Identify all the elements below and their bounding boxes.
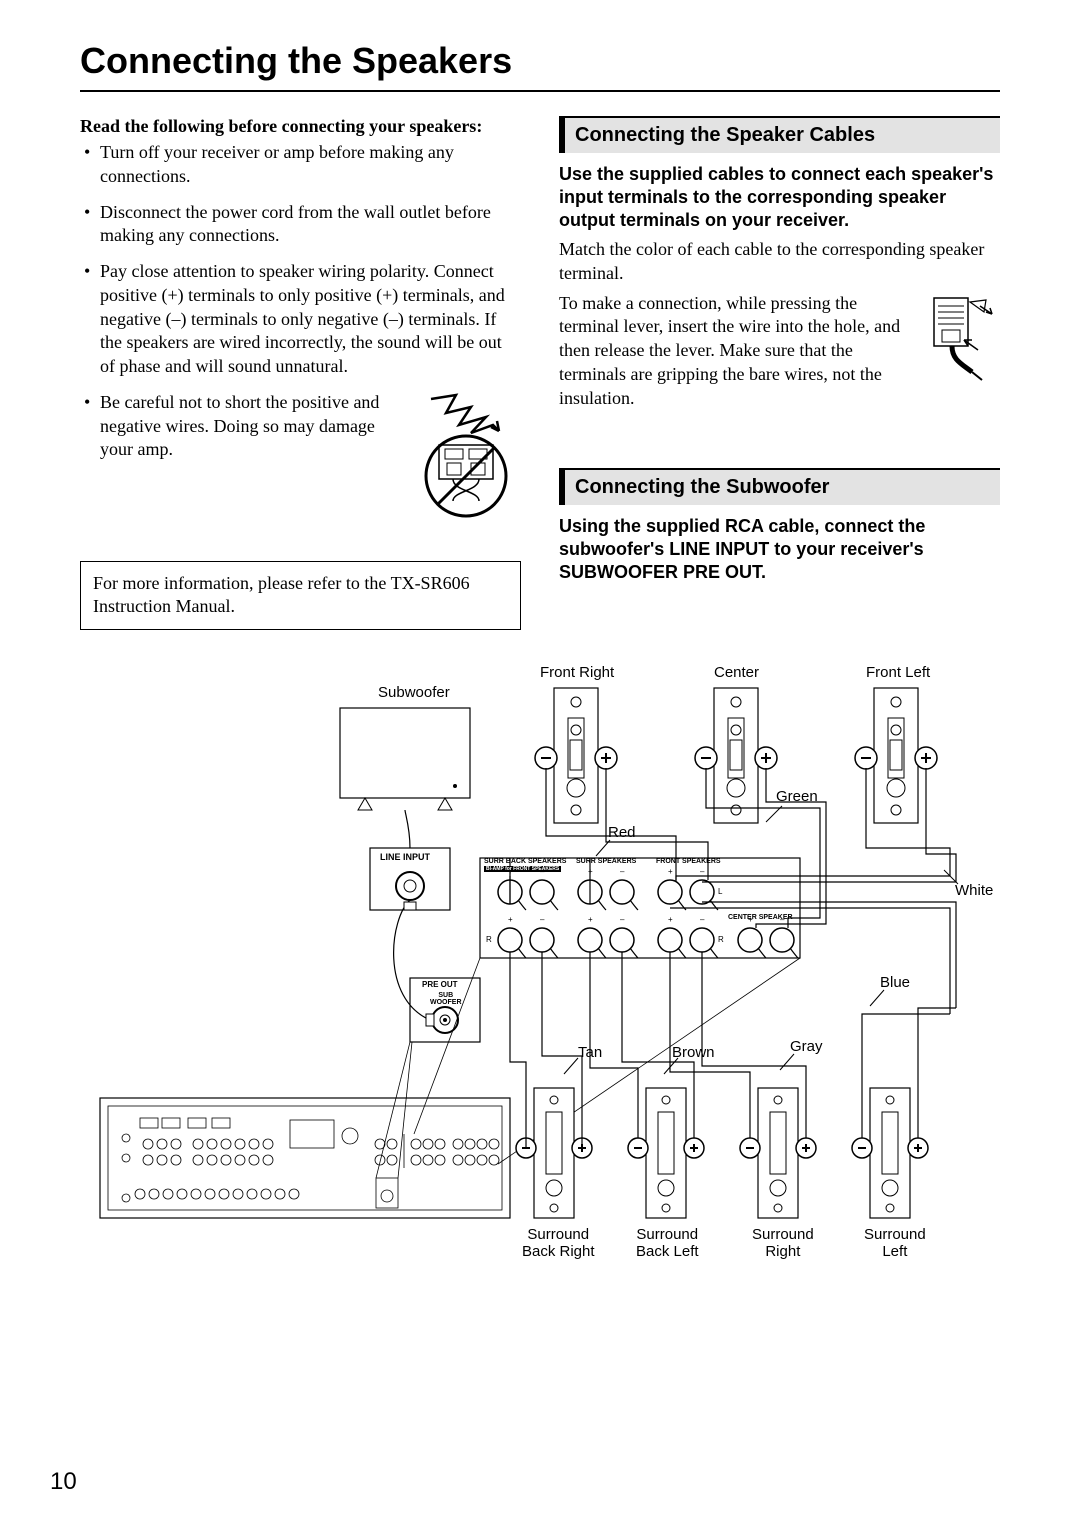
label-blue: Blue — [880, 974, 910, 991]
label-center: Center — [714, 664, 759, 681]
label-pre-out: PRE OUT — [422, 980, 458, 989]
svg-text:+: + — [668, 867, 673, 876]
bullet-text: Be careful not to short the positive and… — [100, 391, 403, 462]
terminal-lever-icon — [928, 292, 1000, 382]
left-column: Read the following before connecting you… — [80, 116, 521, 630]
label-white: White — [955, 882, 993, 899]
intro-heading: Read the following before connecting you… — [80, 116, 521, 137]
label-gray: Gray — [790, 1038, 823, 1055]
svg-text:+: + — [588, 915, 593, 924]
label-sl: Surround Left — [864, 1226, 926, 1260]
label-front-right: Front Right — [540, 664, 614, 681]
cables-p2: To make a connection, while pressing the… — [559, 292, 918, 411]
svg-text:–: – — [700, 915, 705, 924]
label-sub-woofer: SUB WOOFER — [430, 992, 462, 1006]
short-circuit-icon — [411, 391, 521, 521]
label-surr: SURR SPEAKERS — [576, 858, 636, 865]
cables-intro-bold: Use the supplied cables to connect each … — [559, 163, 1000, 232]
label-sr: Surround Right — [752, 1226, 814, 1260]
cables-p1: Match the color of each cable to the cor… — [559, 238, 1000, 286]
label-brown: Brown — [672, 1044, 715, 1061]
precaution-list: Turn off your receiver or amp before mak… — [80, 141, 521, 521]
label-surr-back: SURR BACK SPEAKERS — [484, 858, 566, 865]
subwoofer-bold: Using the supplied RCA cable, connect th… — [559, 515, 1000, 584]
right-column: Connecting the Speaker Cables Use the su… — [559, 116, 1000, 630]
label-tan: Tan — [578, 1044, 602, 1061]
svg-text:–: – — [620, 867, 625, 876]
label-front-sp: FRONT SPEAKERS — [656, 858, 721, 865]
manual-note: For more information, please refer to th… — [80, 561, 521, 630]
page-number: 10 — [50, 1468, 77, 1496]
svg-text:R: R — [486, 935, 492, 944]
label-biamp: BI-AMP for FRONT SPEAKERS — [484, 866, 561, 872]
label-sbl: Surround Back Left — [636, 1226, 699, 1260]
wiring-diagram: +– +– +– L R +– +– +– R +– — [80, 658, 1000, 1278]
svg-text:L: L — [718, 887, 723, 896]
label-front-left: Front Left — [866, 664, 930, 681]
label-sbr: Surround Back Right — [522, 1226, 595, 1260]
bullet-item: Be careful not to short the positive and… — [80, 391, 521, 521]
svg-text:+: + — [508, 915, 513, 924]
content-columns: Read the following before connecting you… — [80, 116, 1000, 630]
svg-text:–: – — [540, 915, 545, 924]
label-line-input: LINE INPUT — [380, 852, 430, 862]
svg-text:–: – — [700, 867, 705, 876]
section-header-subwoofer: Connecting the Subwoofer — [559, 468, 1000, 505]
page-title: Connecting the Speakers — [80, 40, 1000, 92]
section-header-cables: Connecting the Speaker Cables — [559, 116, 1000, 153]
bullet-item: Disconnect the power cord from the wall … — [80, 201, 521, 249]
label-red: Red — [608, 824, 636, 841]
label-center-sp: CENTER SPEAKER — [728, 914, 793, 921]
label-subwoofer: Subwoofer — [378, 684, 450, 701]
bullet-item: Pay close attention to speaker wiring po… — [80, 260, 521, 379]
bullet-item: Turn off your receiver or amp before mak… — [80, 141, 521, 189]
svg-text:R: R — [718, 935, 724, 944]
svg-text:+: + — [668, 915, 673, 924]
label-green: Green — [776, 788, 818, 805]
svg-text:–: – — [620, 915, 625, 924]
